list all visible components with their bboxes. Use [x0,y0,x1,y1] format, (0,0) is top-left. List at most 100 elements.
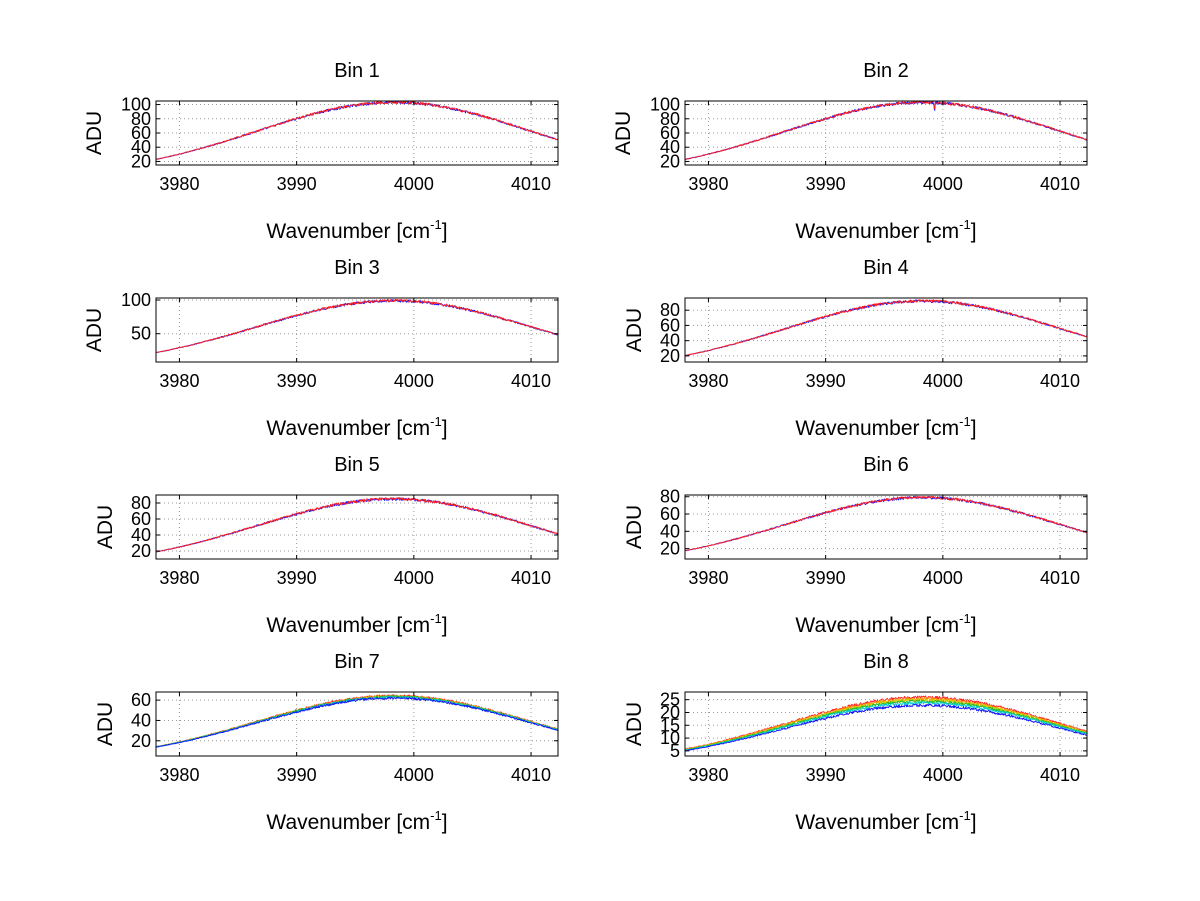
y-tick-label: 40 [660,331,680,351]
x-axis-label-superscript: -1 [959,808,971,823]
x-axis-label-text: Wavenumber [cm [795,417,959,440]
subplot-title: Bin 5 [334,454,380,476]
y-tick-label: 60 [660,315,680,335]
series-line-3 [684,698,1088,750]
series-line-5 [684,701,1088,751]
y-tick-label: 15 [660,715,680,735]
x-tick-label: 3980 [159,765,199,785]
series-line-3 [155,695,559,748]
x-axis-label-end: ] [442,614,448,637]
y-tick-label: 60 [660,504,680,524]
y-tick-label: 60 [131,509,151,529]
x-tick-label: 3990 [277,568,317,588]
y-axis-label: ADU [83,111,106,155]
y-axis-label: ADU [623,308,646,352]
series-line-2 [684,495,1088,552]
x-axis-label-superscript: -1 [430,611,442,626]
x-axis-label-end: ] [442,811,448,834]
x-tick-label: 4000 [394,568,434,588]
x-axis-label-end: ] [971,417,977,440]
x-axis-label-text: Wavenumber [cm [266,614,430,637]
x-axis-label-superscript: -1 [959,217,971,232]
y-tick-label: 60 [660,123,680,143]
y-tick-label: 40 [131,710,151,730]
series-line-6 [684,703,1088,752]
x-axis-label-end: ] [442,220,448,243]
y-tick-label: 20 [131,731,151,751]
x-axis-label-superscript: -1 [430,217,442,232]
y-tick-label: 60 [131,123,151,143]
y-axis-label: ADU [623,505,646,549]
x-tick-label: 3990 [277,174,317,194]
subplot-title: Bin 8 [863,651,909,673]
x-axis-label-end: ] [442,417,448,440]
x-tick-label: 4010 [511,371,551,391]
x-tick-label: 4010 [511,174,551,194]
y-tick-label: 10 [660,728,680,748]
y-tick-label: 40 [660,137,680,157]
y-axis-label: ADU [83,308,106,352]
x-axis-label: Wavenumber [cm-1] [795,808,976,834]
x-tick-label: 4010 [511,765,551,785]
x-axis-label-superscript: -1 [430,808,442,823]
subplot-title: Bin 2 [863,60,909,82]
y-tick-label: 100 [121,290,151,310]
y-tick-label: 40 [131,137,151,157]
subplot-title: Bin 6 [863,454,909,476]
x-axis-label: Wavenumber [cm-1] [266,611,447,637]
x-tick-label: 4010 [1040,568,1080,588]
x-tick-label: 4000 [394,371,434,391]
x-tick-label: 4010 [1040,371,1080,391]
x-axis-label-text: Wavenumber [cm [795,220,959,243]
x-axis-label-text: Wavenumber [cm [266,417,430,440]
y-axis-label: ADU [94,702,117,746]
x-axis-label-superscript: -1 [959,611,971,626]
x-axis-label-text: Wavenumber [cm [795,614,959,637]
y-tick-label: 20 [660,151,680,171]
x-axis-label: Wavenumber [cm-1] [266,217,447,243]
x-tick-label: 4000 [923,568,963,588]
x-tick-label: 3990 [806,765,846,785]
subplot-title: Bin 3 [334,257,380,279]
x-axis-label-end: ] [971,614,977,637]
y-tick-label: 100 [121,95,151,115]
subplot-title: Bin 1 [334,60,380,82]
y-tick-label: 80 [131,493,151,513]
x-axis-label: Wavenumber [cm-1] [795,414,976,440]
x-tick-label: 4010 [1040,765,1080,785]
series-line-5 [155,696,559,748]
y-tick-label: 80 [131,109,151,129]
x-tick-label: 3980 [159,371,199,391]
x-axis-label-end: ] [971,811,977,834]
y-tick-label: 20 [131,151,151,171]
x-axis-label-text: Wavenumber [cm [266,811,430,834]
x-tick-label: 4000 [923,371,963,391]
y-axis-label: ADU [623,702,646,746]
y-axis-label: ADU [612,111,635,155]
x-tick-label: 3990 [806,174,846,194]
x-axis-label-end: ] [971,220,977,243]
x-tick-label: 3990 [277,765,317,785]
x-axis-label: Wavenumber [cm-1] [266,414,447,440]
y-tick-label: 20 [660,702,680,722]
series-line-2 [155,100,559,160]
x-tick-label: 3980 [688,174,728,194]
y-tick-label: 40 [131,525,151,545]
x-tick-label: 4000 [923,765,963,785]
x-tick-label: 4010 [1040,174,1080,194]
x-tick-label: 4000 [923,174,963,194]
x-tick-label: 3980 [159,174,199,194]
y-tick-label: 20 [131,541,151,561]
y-tick-label: 20 [660,346,680,366]
series-line-2 [684,299,1088,357]
axes-box [684,494,1088,560]
x-tick-label: 3990 [277,371,317,391]
x-tick-label: 3980 [688,371,728,391]
y-tick-label: 80 [660,300,680,320]
